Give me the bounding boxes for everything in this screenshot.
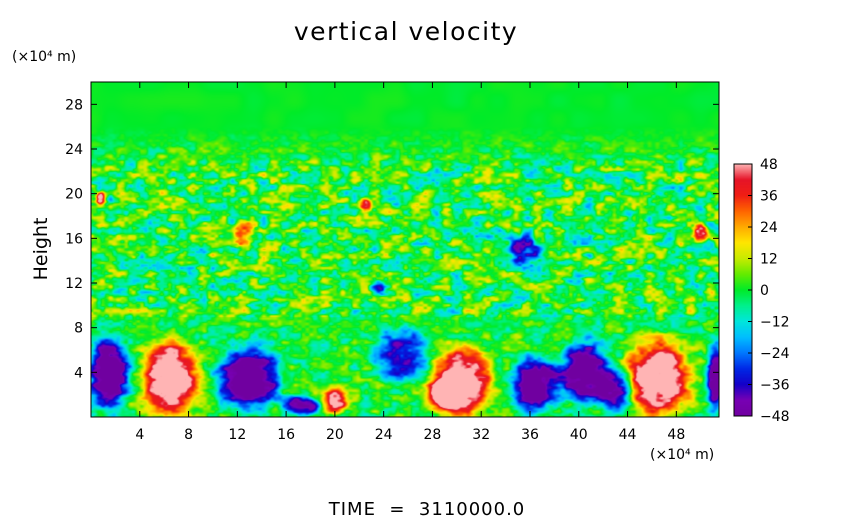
x-tick-label: 44 [619, 427, 637, 443]
x-tick-label: 36 [521, 427, 539, 443]
colorbar-tick-label: 0 [760, 283, 769, 299]
colorbar-tick-label: 36 [760, 189, 778, 205]
x-axis: 4 8 12 16 20 24 28 32 36 40 44 48 [135, 82, 685, 443]
colorbar-tick-label: −48 [760, 409, 790, 425]
plot-frame [90, 81, 720, 418]
x-tick-label: 48 [667, 427, 685, 443]
y-tick-label: 16 [65, 231, 83, 247]
colorbar-tick-label: −24 [760, 346, 790, 362]
x-tick-label: 4 [135, 427, 144, 443]
x-tick-label: 28 [424, 427, 442, 443]
x-axis-unit: (×10⁴ m) [650, 447, 714, 463]
y-axis-unit: (×10⁴ m) [12, 49, 76, 65]
colorbar-tick-label: −12 [760, 315, 790, 331]
y-tick-label: 24 [65, 142, 83, 158]
x-tick-label: 32 [472, 427, 490, 443]
colorbar-tick-label: 48 [760, 157, 778, 173]
chart-title: vertical velocity [294, 17, 518, 46]
x-tick-label: 16 [277, 427, 295, 443]
y-tick-label: 4 [74, 365, 83, 381]
colorbar-gradient [734, 164, 752, 416]
x-tick-label: 24 [375, 427, 393, 443]
y-axis: 4 8 12 16 20 24 28 [65, 97, 719, 381]
plot-area [90, 81, 720, 418]
colorbar-tick-label: 24 [760, 220, 778, 236]
time-label: TIME = 3110000.0 [328, 499, 526, 519]
x-tick-label: 40 [570, 427, 588, 443]
x-tick-label: 20 [326, 427, 344, 443]
x-tick-label: 8 [184, 427, 193, 443]
heatmap-field [91, 82, 719, 417]
colorbar-tick-label: −36 [760, 378, 790, 394]
y-axis-label: Height [30, 218, 52, 281]
x-tick-label: 12 [228, 427, 246, 443]
y-tick-label: 28 [65, 97, 83, 113]
y-tick-label: 8 [74, 321, 83, 337]
y-tick-label: 20 [65, 187, 83, 203]
y-tick-label: 12 [65, 276, 83, 292]
colorbar-tick-label: 12 [760, 252, 778, 268]
colorbar: 48 36 24 12 0 −12 −24 −36 −48 [733, 157, 790, 425]
